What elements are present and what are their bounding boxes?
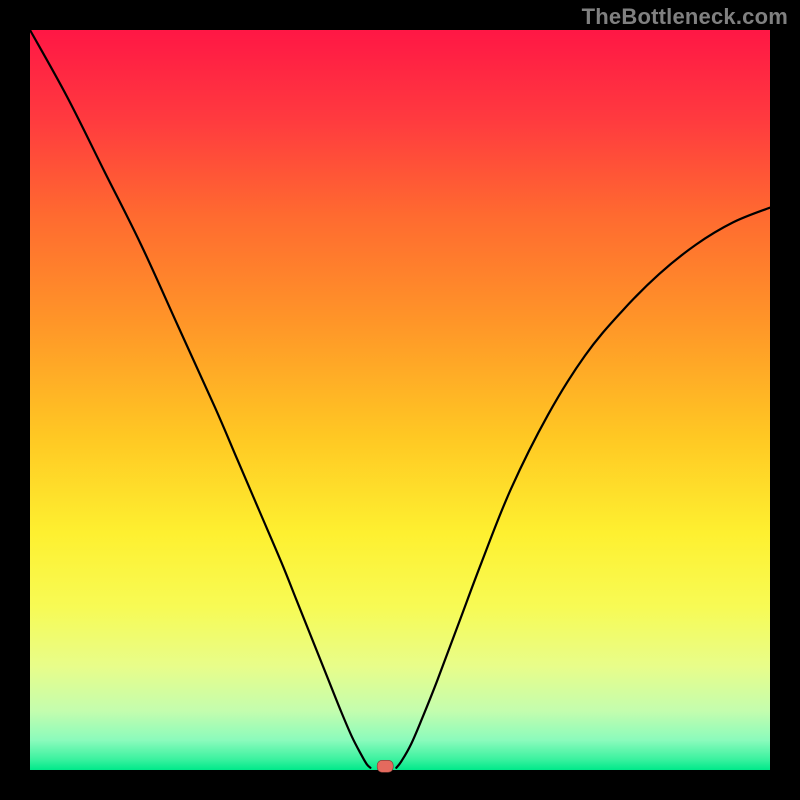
- bottleneck-chart: [0, 0, 800, 800]
- watermark-text: TheBottleneck.com: [582, 4, 788, 30]
- chart-container: TheBottleneck.com: [0, 0, 800, 800]
- optimal-point-marker: [377, 760, 393, 772]
- plot-background: [30, 30, 770, 770]
